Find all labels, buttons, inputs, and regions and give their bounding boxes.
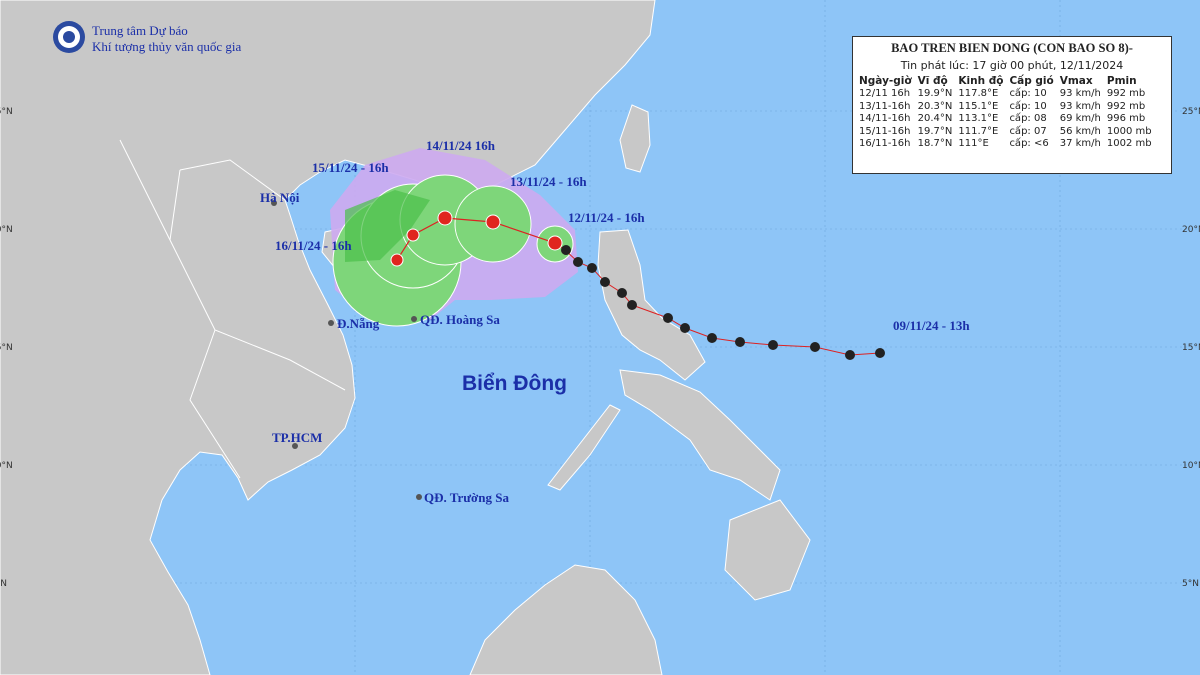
table-row: 14/11-16h 20.4°N 113.1°E cấp: 08 69 km/h 996 …	[857, 113, 1156, 126]
table-cell: 12/11 16h	[859, 88, 911, 99]
table-cell: 37 km/h	[1059, 138, 1101, 149]
date-label: 09/11/24 - 13h	[893, 318, 970, 333]
table-cell: cấp: 10	[1009, 88, 1047, 99]
table-cell: 113.1°E	[958, 113, 999, 124]
info-subtitle: Tin phát lúc: 17 giờ 00 phút, 12/11/2024	[900, 59, 1124, 72]
agency-name: Khí tượng thủy văn quốc gia	[92, 39, 242, 54]
table-cell: 19.9°N	[917, 88, 953, 99]
table-cell: 18.7°N	[917, 138, 953, 149]
latitude-label: 10°N	[0, 461, 13, 471]
table-cell: 93 km/h	[1059, 100, 1101, 112]
taiwan	[619, 104, 651, 173]
table-cell: cấp: 10	[1009, 100, 1047, 112]
column-header: Cấp gió	[1009, 75, 1054, 87]
latitude-label: 10°N	[1182, 461, 1200, 471]
table-cell: 14/11-16h	[859, 113, 911, 124]
column-header: Kinh độ	[958, 75, 1004, 87]
table-cell: cấp: 07	[1009, 125, 1047, 137]
column-header: Pmin	[1106, 75, 1137, 87]
table-cell: 19.7°N	[917, 125, 953, 137]
agency-logo	[53, 21, 85, 53]
info-box: BAO TREN BIEN DONG (CON BAO SO 8)- Tin p…	[852, 36, 1172, 174]
table-cell: 115.1°E	[958, 100, 999, 112]
forecast-table: Ngày-giờ Vĩ độ Kinh độ Cấp gió Vmax Pmin 12/11…	[857, 75, 1156, 151]
column-header: Vmax	[1059, 75, 1093, 87]
latitude-label: 5°N	[1182, 579, 1199, 589]
date-label: 16/11/24 - 16h	[275, 238, 352, 253]
info-title: BAO TREN BIEN DONG (CON BAO SO 8)-	[891, 41, 1133, 55]
latitude-label: 20°N	[1182, 225, 1200, 235]
table-cell: 1000 mb	[1106, 125, 1152, 137]
table-cell: 15/11-16h	[859, 125, 911, 137]
table-cell: 992 mb	[1106, 100, 1146, 112]
table-cell: 111.7°E	[958, 125, 999, 137]
table-row: 13/11-16h 20.3°N 115.1°E cấp: 10 93 km/h 992 …	[857, 101, 1156, 114]
table-cell: 111°E	[958, 138, 989, 149]
latitude-label: 15°N	[1182, 343, 1200, 353]
table-cell: 1002 mb	[1106, 138, 1152, 149]
date-label: 15/11/24 - 16h	[312, 160, 389, 175]
luzon	[597, 229, 706, 381]
latitude-label: 15°N	[0, 343, 13, 353]
column-header: Vĩ độ	[917, 75, 948, 87]
mainland	[0, 0, 656, 675]
table-cell: 20.4°N	[917, 113, 953, 124]
agency-header: Trung tâm Dự báo Khí tượng thủy văn quốc …	[52, 20, 241, 58]
table-cell: 996 mb	[1106, 113, 1146, 124]
table-cell: 992 mb	[1106, 88, 1146, 99]
date-label: 14/11/24 16h	[426, 138, 496, 153]
borneo	[469, 564, 663, 675]
latitude-label: 25°N	[1182, 107, 1200, 117]
sea-label: Biển Đông	[462, 372, 567, 395]
table-row: 15/11-16h 19.7°N 111.7°E cấp: 07 56 km/h 1000…	[857, 126, 1156, 139]
table-cell: 16/11-16h	[859, 138, 911, 149]
table-cell: cấp: 08	[1009, 113, 1047, 124]
table-cell: 117.8°E	[958, 88, 999, 99]
latitude-label: 20°N	[0, 225, 13, 235]
table-row: 12/11 16h 19.9°N 117.8°E cấp: 10 93 km/h 992 …	[857, 88, 1156, 101]
visayas	[619, 369, 781, 501]
table-cell: 69 km/h	[1059, 113, 1101, 124]
latitude-label: 5°N	[0, 579, 7, 589]
place-label: QĐ. Hoàng Sa	[420, 312, 500, 327]
table-cell: 13/11-16h	[859, 100, 911, 112]
place-label: QĐ. Trường Sa	[424, 490, 509, 505]
table-cell: cấp: <6	[1009, 138, 1049, 149]
table-cell: 20.3°N	[917, 100, 953, 112]
place-label: Đ.Nẵng	[337, 316, 380, 331]
place-label: TP.HCM	[272, 430, 322, 445]
table-row: 16/11-16h 18.7°N 111°E cấp: <6 37 km/h 1002 m…	[857, 138, 1156, 151]
table-cell: 93 km/h	[1059, 88, 1101, 99]
agency-name: Trung tâm Dự báo	[92, 23, 188, 38]
mindanao	[724, 499, 811, 601]
date-label: 13/11/24 - 16h	[510, 174, 587, 189]
latitude-label: 25°N	[0, 107, 13, 117]
date-label: 12/11/24 - 16h	[568, 210, 645, 225]
palawan	[547, 404, 621, 491]
place-label: Hà Nội	[260, 190, 300, 205]
table-cell: 56 km/h	[1059, 125, 1101, 137]
column-header: Ngày-giờ	[859, 75, 912, 87]
